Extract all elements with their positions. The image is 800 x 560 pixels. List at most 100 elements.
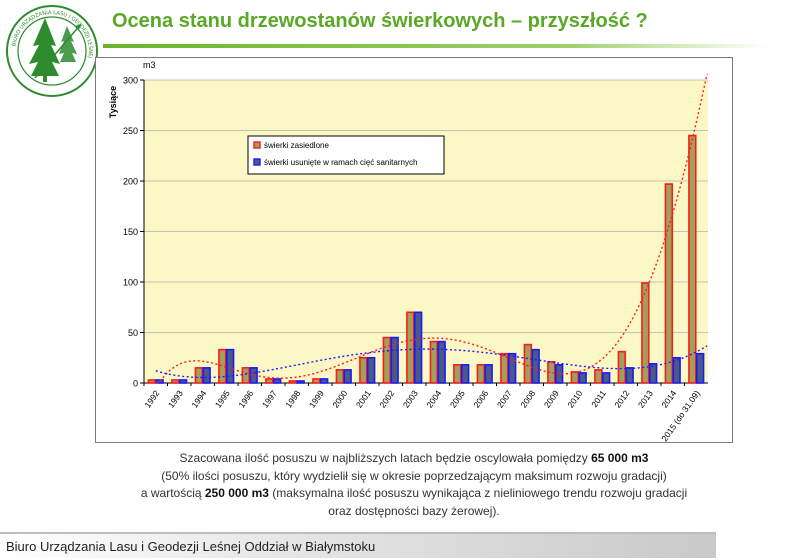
chart-caption: Szacowana ilość posuszu w najbliższych l… <box>95 450 733 520</box>
bar-usuniete <box>484 364 493 384</box>
bar-zasiedlone <box>382 336 392 384</box>
x-tick-label: 2000 <box>330 388 349 409</box>
bar-zasiedlone <box>500 352 509 384</box>
bar-usuniete <box>531 348 540 384</box>
bar-usuniete <box>390 336 399 384</box>
bar-usuniete <box>319 378 329 384</box>
bar-usuniete <box>296 380 305 384</box>
bar-usuniete <box>225 348 235 384</box>
y-tick-label: 250 <box>123 126 138 136</box>
x-tick-label: 1995 <box>213 388 232 409</box>
y-tick-label: 200 <box>123 177 138 187</box>
legend-swatch-zasiedlone <box>253 141 261 149</box>
y-tick-label: 300 <box>123 76 138 86</box>
bar-usuniete <box>672 356 681 384</box>
bar-zasiedlone <box>288 380 298 384</box>
x-tick-label: 1999 <box>307 388 326 409</box>
footer-text: Biuro Urządzania Lasu i Geodezji Leśnej … <box>6 539 376 554</box>
bar-zasiedlone <box>265 378 274 384</box>
bar-usuniete <box>366 356 376 384</box>
y-axis-label: Tysiące <box>108 86 118 118</box>
bar-usuniete <box>178 379 188 384</box>
x-tick-label: 2005 <box>448 388 467 409</box>
y-tick-label: 0 <box>133 379 138 389</box>
x-tick-label: 1994 <box>189 388 208 409</box>
y-tick-label: 100 <box>123 278 138 288</box>
trendline-zasiedlone <box>155 73 708 384</box>
bar-zasiedlone <box>406 311 415 384</box>
logo: BIURO URZĄDZANIA LASU I GEODEZJI LEŚNEJ <box>6 5 98 97</box>
caption-line-1: Szacowana ilość posuszu w najbliższych l… <box>179 451 649 465</box>
bar-usuniete <box>155 379 164 384</box>
bar-usuniete <box>413 311 423 384</box>
x-tick-label: 1997 <box>260 388 279 409</box>
y-tick-label: 50 <box>128 328 138 338</box>
x-tick-label: 1996 <box>236 388 255 409</box>
x-tick-label: 2013 <box>636 388 655 409</box>
chart-frame: 0 50 100 150 200 250 300 m3 Tysiące 1992 1993 1994 1… <box>95 57 733 443</box>
unit-label: m3 <box>143 60 156 70</box>
bar-usuniete <box>437 340 446 384</box>
bar-chart: 0 50 100 150 200 250 300 m3 Tysiące 1992 1993 1994 1… <box>108 60 708 442</box>
spruce-tree-emblem-icon <box>6 5 98 97</box>
bar-zasiedlone <box>570 371 580 384</box>
bar-zasiedlone <box>312 378 321 384</box>
x-tick-label: 1993 <box>166 388 185 409</box>
x-tick-label: 2009 <box>542 388 561 409</box>
caption-value-low: 65 000 m3 <box>591 451 649 465</box>
x-tick-label: 2006 <box>471 388 490 409</box>
x-tick-label: 2011 <box>589 388 608 409</box>
bar-zasiedlone <box>641 282 650 384</box>
bar-usuniete <box>578 372 587 384</box>
bar-zasiedlone <box>617 350 627 384</box>
x-tick-label: 2007 <box>495 388 514 409</box>
bar-usuniete <box>272 378 282 384</box>
bar-usuniete <box>648 363 658 384</box>
bar-zasiedlone <box>523 343 533 384</box>
bar-zasiedlone <box>476 364 486 384</box>
bar-zasiedlone <box>429 340 439 384</box>
bar-zasiedlone <box>594 369 603 384</box>
bar-zasiedlone <box>335 369 345 384</box>
bar-usuniete <box>507 352 517 384</box>
x-tick-label: 1998 <box>283 388 302 409</box>
legend-label-usuniete: świerki usunięte w ramach cięć sanitarny… <box>264 158 417 167</box>
bar-zasiedlone <box>241 367 251 384</box>
y-tick-label: 150 <box>123 227 138 237</box>
footer-bar: Biuro Urządzania Lasu i Geodezji Leśnej … <box>0 534 716 558</box>
x-tick-label: 2002 <box>377 388 396 409</box>
footer-divider <box>0 532 716 534</box>
bar-zasiedlone <box>194 367 204 384</box>
bar-zasiedlone <box>359 356 368 384</box>
bar-usuniete <box>695 352 705 384</box>
legend-swatch-usuniete <box>253 158 261 166</box>
slide-title: Ocena stanu drzewostanów świerkowych – p… <box>112 10 648 32</box>
bar-usuniete <box>249 367 258 384</box>
chart-legend: świerki zasiedlone świerki usunięte w ram… <box>247 135 445 175</box>
bar-usuniete <box>460 364 470 384</box>
x-tick-label: 2014 <box>659 388 678 409</box>
x-tick-label: 2012 <box>612 388 631 409</box>
bar-usuniete <box>202 367 211 384</box>
bar-zasiedlone <box>547 360 556 384</box>
caption-line-3: a wartością 250 000 m3 (maksymalna ilość… <box>140 486 688 500</box>
caption-value-high: 250 000 m3 <box>204 486 269 500</box>
bar-zasiedlone <box>147 379 157 384</box>
caption-line-2: (50% ilości posuszu, który wydzielił się… <box>161 468 667 483</box>
bar-usuniete <box>343 369 352 384</box>
legend-label-zasiedlone: świerki zasiedlone <box>264 141 329 150</box>
x-tick-label: 1992 <box>142 388 161 409</box>
x-tick-label: 2003 <box>401 388 420 409</box>
bar-zasiedlone <box>664 183 674 384</box>
caption-line-4: oraz dostępności bazy żerowej). <box>328 503 500 518</box>
bar-zasiedlone <box>453 364 462 384</box>
bar-usuniete <box>625 367 634 384</box>
x-tick-label: 2001 <box>354 388 373 409</box>
bar-zasiedlone <box>171 379 180 384</box>
x-tick-label: 2008 <box>518 388 537 409</box>
x-tick-label: 2010 <box>565 388 584 409</box>
bar-usuniete <box>601 372 611 384</box>
title-underline <box>103 44 767 48</box>
legend-box <box>247 135 445 175</box>
bar-zasiedlone <box>688 134 697 384</box>
